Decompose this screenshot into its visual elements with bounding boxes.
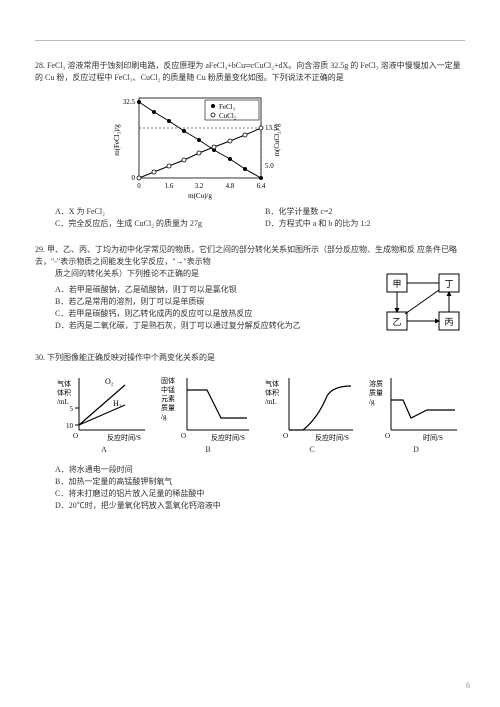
q28-opt-b: B．化学计量数 c=2	[265, 206, 465, 218]
svg-text:O₂: O₂	[105, 377, 114, 386]
svg-text:反应时间/S: 反应时间/S	[315, 433, 349, 442]
question-29: 29. 甲、乙、丙、丁均为初中化学常见的物质，它们之间的部分转化关系如图所示（部…	[35, 244, 465, 338]
q29-opt-b: B．若乙是常用的溶剂，则丁可以是单质碳	[55, 296, 375, 308]
top-rule	[35, 40, 465, 41]
q30-chart-c-label: C	[263, 444, 361, 456]
question-30: 30. 下列图像能正确反映对操作中个两变化关系的是 O₂ H₂ 10 5 气体 …	[35, 352, 465, 512]
svg-text:5: 5	[70, 405, 74, 413]
svg-text:乙: 乙	[392, 317, 401, 327]
q29-number: 29.	[35, 245, 45, 254]
svg-text:气体: 气体	[265, 379, 279, 388]
q29-stem-a: 29. 甲、乙、丙、丁均为初中化学常见的物质，它们之间的部分转化关系如图所示（部…	[35, 244, 465, 268]
svg-text:丁: 丁	[444, 279, 453, 289]
svg-text:甲: 甲	[392, 279, 401, 289]
q30-options: A．将水通电一段时间 B．加热一定量的高锰酸钾制氧气 C．将未打磨过的铝片放入足…	[55, 464, 465, 512]
svg-text:反应时间/S: 反应时间/S	[107, 433, 141, 442]
q29-opt-a: A．若甲是碳酸钠，乙是硫酸钠，则丁可以是氯化钡	[55, 284, 375, 296]
svg-text:H₂: H₂	[113, 399, 122, 408]
question-28: 28. FeCl₃ 溶液常用于蚀刻印刷电路，反应原理为 aFeCl₃+bCu═c…	[35, 60, 465, 230]
svg-text:反应时间/S: 反应时间/S	[211, 433, 245, 442]
q30-chart-a: O₂ H₂ 10 5 气体 体积 /mL O 反应时间/S A	[55, 370, 153, 456]
q30-stem: 30. 下列图像能正确反映对操作中个两变化关系的是	[35, 352, 465, 364]
q30-chart-d: 溶质 质量 /g O 时间/S D	[367, 370, 465, 456]
svg-text:m(Cu)/g: m(Cu)/g	[188, 192, 212, 200]
q29-opt-d: D．若丙是二氧化碳，丁是熟石灰，则丁可以通过复分解反应转化为乙	[55, 320, 375, 332]
svg-text:10: 10	[66, 422, 74, 430]
svg-text:FeCl₃: FeCl₃	[219, 103, 236, 111]
svg-text:6.4: 6.4	[257, 182, 266, 190]
q30-opt-c: C．将未打磨过的铝片放入足量的稀盐酸中	[55, 488, 465, 500]
q30-chart-b-label: B	[159, 444, 257, 456]
svg-text:3.2: 3.2	[195, 182, 204, 190]
svg-text:O: O	[181, 432, 186, 440]
svg-text:1.6: 1.6	[165, 182, 174, 190]
svg-text:溶质: 溶质	[369, 379, 383, 388]
svg-text:5.0: 5.0	[265, 162, 274, 170]
q29-intro-a: 甲、乙、丙、丁均为初中化学常见的物质，它们之间的部分转化关系如图所示（部分反应物…	[35, 245, 457, 266]
svg-text:体积: 体积	[265, 388, 279, 397]
svg-text:m(CuCl₂)/g: m(CuCl₂)/g	[273, 123, 281, 156]
q28-options: A．X 为 FeCl₂ B．化学计量数 c=2 C．完全反应后，生成 CuCl₂…	[55, 206, 465, 230]
svg-text:O: O	[283, 432, 288, 440]
q29-diagram: 甲 丁 乙 丙	[375, 268, 465, 338]
svg-text:O: O	[385, 432, 390, 440]
q29-intro-b: 质之间的转化关系）下列推论不正确的是	[55, 268, 375, 280]
q30-chart-a-label: A	[55, 444, 153, 456]
svg-text:时间/S: 时间/S	[423, 433, 443, 442]
q28-opt-a: A．X 为 FeCl₂	[55, 206, 265, 218]
svg-text:质量: 质量	[369, 388, 383, 397]
q28-opt-d: D．方程式中 a 和 b 的比为 1:2	[265, 218, 465, 230]
svg-text:中锰: 中锰	[161, 385, 175, 394]
svg-text:32.5: 32.5	[123, 98, 136, 106]
q30-charts: O₂ H₂ 10 5 气体 体积 /mL O 反应时间/S A 固体 中锰 元素…	[55, 370, 465, 456]
q30-number: 30.	[35, 353, 45, 362]
svg-text:0: 0	[137, 182, 141, 190]
q29-options: A．若甲是碳酸钠，乙是硫酸钠，则丁可以是氯化钡 B．若乙是常用的溶剂，则丁可以是…	[55, 284, 375, 332]
q30-opt-b: B．加热一定量的高锰酸钾制氧气	[55, 476, 465, 488]
q28-intro: FeCl₃ 溶液常用于蚀刻印刷电路，反应原理为 aFeCl₃+bCu═cCuCl…	[35, 61, 461, 82]
svg-text:/mL: /mL	[265, 398, 277, 406]
svg-text:m(FeCl₃)/g: m(FeCl₃)/g	[113, 124, 121, 156]
q30-chart-d-label: D	[367, 444, 465, 456]
q28-number: 28.	[35, 61, 45, 70]
svg-text:质量: 质量	[161, 403, 175, 412]
q30-opt-d: D．20℃时，把少量氧化钙放入氢氧化钙溶液中	[55, 500, 465, 512]
svg-text:固体: 固体	[161, 376, 175, 385]
svg-text:气体: 气体	[57, 379, 71, 388]
page-number: 6	[466, 680, 470, 692]
svg-text:/mL: /mL	[57, 398, 69, 406]
svg-text:O: O	[73, 432, 78, 440]
svg-text:丙: 丙	[444, 317, 453, 327]
svg-text:体积: 体积	[57, 388, 71, 397]
q28-opt-c: C．完全反应后，生成 CuCl₂ 的质量为 27g	[55, 218, 265, 230]
svg-text:CuCl₂: CuCl₂	[219, 112, 237, 120]
q30-opt-a: A．将水通电一段时间	[55, 464, 465, 476]
svg-text:0: 0	[132, 174, 136, 182]
q29-opt-c: C．若甲是碳酸钙，则乙转化成丙的反应可以是放热反应	[55, 308, 375, 320]
q30-chart-b: 固体 中锰 元素 质量 /g O 反应时间/S B	[159, 370, 257, 456]
svg-text:/g: /g	[161, 413, 167, 421]
q28-stem: 28. FeCl₃ 溶液常用于蚀刻印刷电路，反应原理为 aFeCl₃+bCu═c…	[35, 60, 465, 84]
q28-chart: 0 1.6 3.2 4.8 6.4 m(Cu)/g 32.5 0 13.5 5.…	[105, 90, 465, 200]
svg-text:元素: 元素	[161, 394, 175, 403]
svg-text:/g: /g	[369, 398, 375, 406]
q30-chart-c: 气体 体积 /mL O 反应时间/S C	[263, 370, 361, 456]
q30-intro: 下列图像能正确反映对操作中个两变化关系的是	[47, 353, 215, 362]
svg-text:4.8: 4.8	[226, 182, 235, 190]
